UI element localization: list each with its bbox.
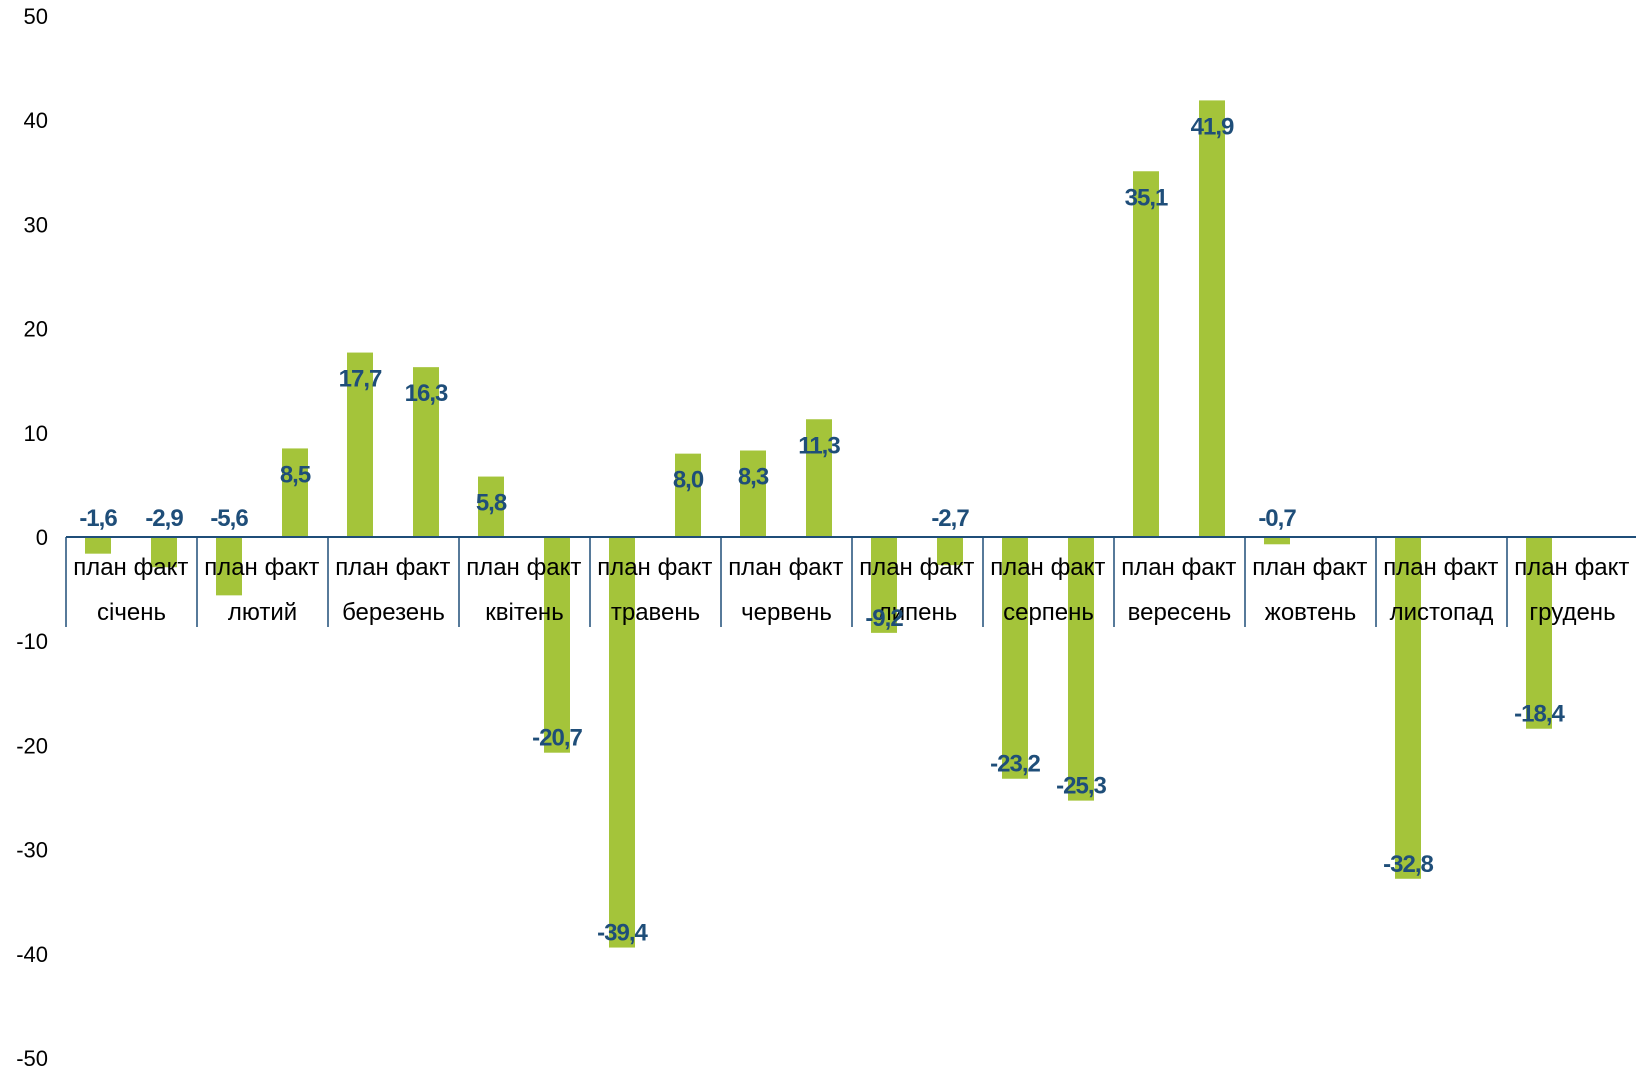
bar-червень-факт bbox=[806, 419, 832, 537]
sub-category-label: факт bbox=[1051, 554, 1106, 581]
month-label: жовтень bbox=[1265, 599, 1356, 626]
sub-category-label: план bbox=[1121, 554, 1175, 581]
bar-лютий-факт bbox=[282, 448, 308, 537]
data-label: -39,4 bbox=[597, 920, 648, 947]
month-label: серпень bbox=[1003, 599, 1094, 626]
data-label: -25,3 bbox=[1056, 773, 1106, 800]
month-label: травень bbox=[611, 599, 700, 626]
bar-листопад-план bbox=[1395, 537, 1421, 879]
data-label: 17,7 bbox=[339, 366, 382, 393]
y-tick-label: -30 bbox=[16, 838, 48, 863]
bar-серпень-факт bbox=[1068, 537, 1094, 801]
sub-category-label: план bbox=[728, 554, 782, 581]
bar-травень-план bbox=[609, 537, 635, 948]
bar-березень-план bbox=[347, 352, 373, 537]
sub-category-label: факт bbox=[789, 554, 844, 581]
month-label: лютий bbox=[228, 599, 297, 626]
y-axis: 50 40 30 20 10 0 -10 -20 -30 -40 -50 bbox=[16, 4, 48, 1069]
bar-жовтень-план bbox=[1264, 537, 1290, 545]
bars-layer bbox=[85, 100, 1552, 948]
data-label: -2,9 bbox=[145, 505, 183, 532]
data-label: -5,6 bbox=[210, 505, 248, 532]
sub-category-label: план bbox=[73, 554, 127, 581]
bar-січень-план bbox=[85, 537, 111, 554]
sub-category-label: факт bbox=[1575, 554, 1630, 581]
sub-category-label: план bbox=[1383, 554, 1437, 581]
bar-липень-план bbox=[871, 537, 897, 633]
sub-category-label: план bbox=[859, 554, 913, 581]
data-label: -2,7 bbox=[931, 505, 969, 532]
data-label: 16,3 bbox=[405, 380, 448, 407]
sub-category-label: факт bbox=[134, 554, 189, 581]
data-label: 11,3 bbox=[798, 432, 840, 459]
bar-квітень-факт bbox=[544, 537, 570, 753]
bar-вересень-факт bbox=[1199, 100, 1225, 537]
y-tick-label: 50 bbox=[24, 4, 48, 29]
data-labels-layer: -1,6 -2,9 -5,6 8,5 17,7 16,3 5,8 -20,7 -39,4 8,0 8… bbox=[79, 113, 1566, 947]
y-tick-label: 20 bbox=[24, 317, 48, 342]
data-label: 41,9 bbox=[1191, 113, 1234, 140]
month-label: вересень bbox=[1128, 599, 1232, 626]
data-label: -32,8 bbox=[1383, 851, 1433, 878]
y-tick-label: 30 bbox=[24, 212, 48, 237]
sub-category-label: план bbox=[1514, 554, 1568, 581]
y-tick-label: -10 bbox=[16, 629, 48, 654]
data-label: -20,7 bbox=[532, 725, 582, 752]
y-tick-label: -50 bbox=[16, 1046, 48, 1069]
y-tick-label: 0 bbox=[36, 525, 48, 550]
sub-category-label: факт bbox=[1182, 554, 1237, 581]
month-label: червень bbox=[741, 599, 832, 626]
y-tick-label: -20 bbox=[16, 733, 48, 758]
data-label: -0,7 bbox=[1258, 505, 1296, 532]
sub-category-label: план bbox=[466, 554, 520, 581]
month-label: січень bbox=[97, 599, 166, 626]
bar-серпень-план bbox=[1002, 537, 1028, 779]
bar-вересень-план bbox=[1133, 171, 1159, 537]
data-label: 5,8 bbox=[476, 490, 507, 517]
sub-category-label: план bbox=[1252, 554, 1306, 581]
sub-category-label: план bbox=[204, 554, 258, 581]
bar-грудень-план bbox=[1526, 537, 1552, 729]
y-tick-label: -40 bbox=[16, 942, 48, 967]
sub-category-label: факт bbox=[265, 554, 320, 581]
data-label: 35,1 bbox=[1125, 184, 1168, 211]
sub-category-label: план bbox=[597, 554, 651, 581]
data-label: -9,2 bbox=[865, 605, 903, 632]
data-label: -23,2 bbox=[990, 751, 1040, 778]
month-label: листопад bbox=[1390, 599, 1494, 626]
month-label: грудень bbox=[1529, 599, 1615, 626]
bar-січень-факт bbox=[151, 537, 177, 568]
sub-category-label: факт bbox=[658, 554, 713, 581]
data-label: 8,5 bbox=[280, 461, 311, 488]
bar-травень-факт bbox=[675, 453, 701, 537]
y-tick-label: 40 bbox=[24, 108, 48, 133]
month-label: квітень bbox=[485, 599, 563, 626]
bar-лютий-план bbox=[216, 537, 242, 596]
sub-category-label: факт bbox=[396, 554, 451, 581]
sub-category-label: факт bbox=[527, 554, 582, 581]
sub-category-label: факт bbox=[1313, 554, 1368, 581]
data-label: -18,4 bbox=[1514, 701, 1565, 728]
bar-квітень-план bbox=[478, 476, 504, 537]
y-tick-label: 10 bbox=[24, 421, 48, 446]
data-label: -1,6 bbox=[79, 505, 117, 532]
data-label: 8,3 bbox=[738, 464, 769, 491]
month-label: березень bbox=[342, 599, 445, 626]
bar-червень-план bbox=[740, 450, 766, 537]
sub-category-label: факт bbox=[920, 554, 975, 581]
data-label: 8,0 bbox=[673, 467, 704, 494]
sub-category-label: план bbox=[990, 554, 1044, 581]
bar-березень-факт bbox=[413, 367, 439, 537]
sub-category-label: план bbox=[335, 554, 389, 581]
bar-липень-факт bbox=[937, 537, 963, 566]
month-label: липень bbox=[878, 599, 958, 626]
x-axis: план факт січень план факт лютий план факт берез… bbox=[65, 536, 1636, 627]
sub-category-label: факт bbox=[1444, 554, 1499, 581]
